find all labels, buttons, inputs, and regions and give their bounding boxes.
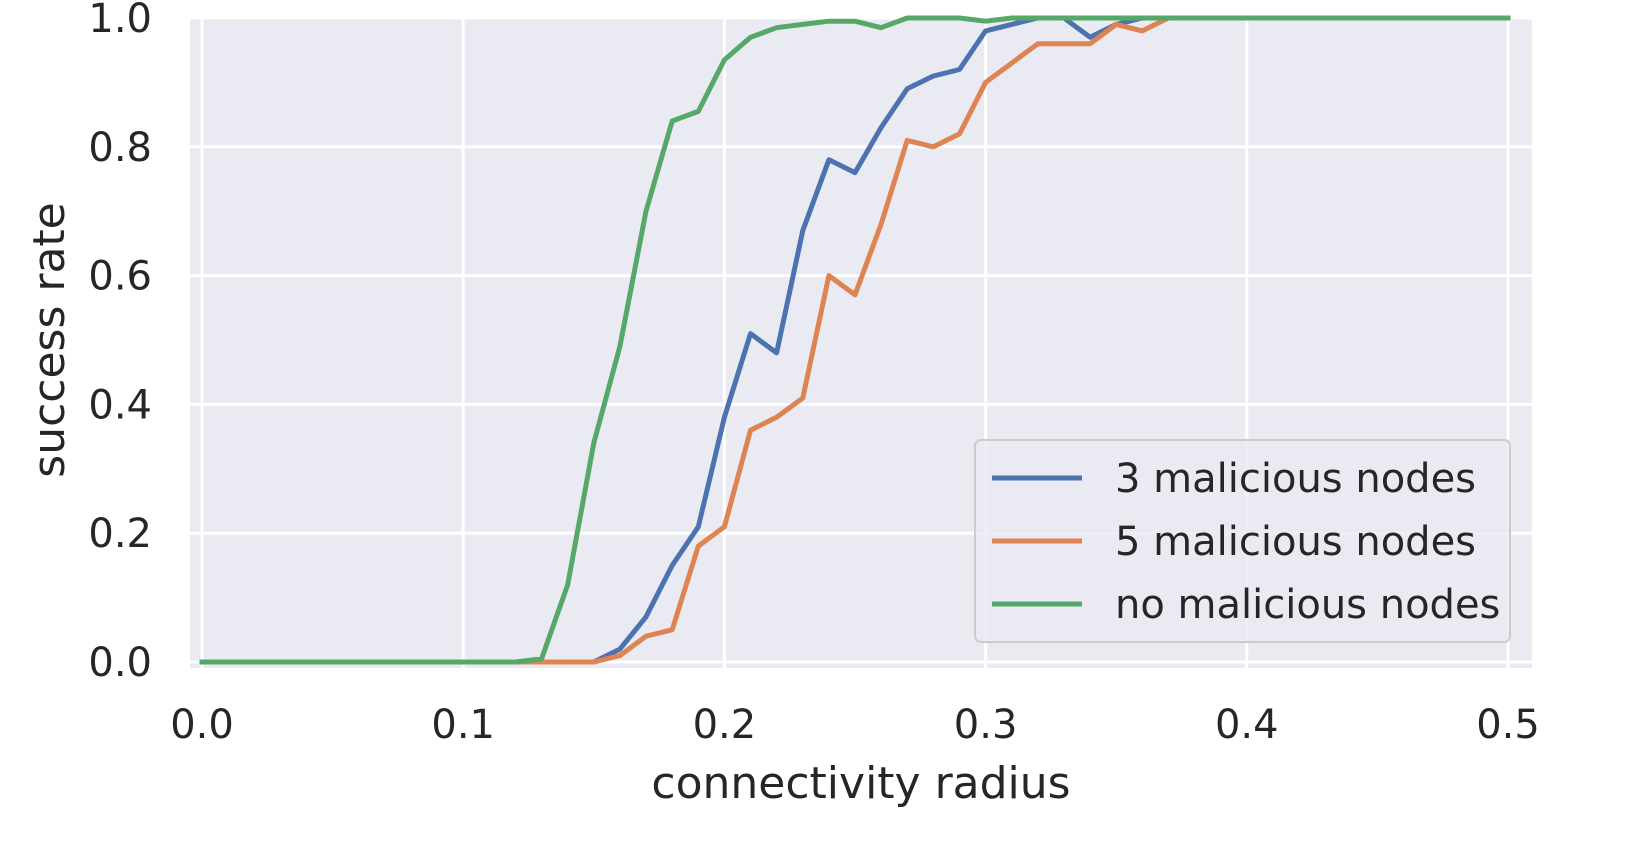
y-axis-ticks: 0.0 0.2 0.4 0.6 0.8 1.0	[88, 0, 152, 686]
legend-box	[974, 439, 1511, 643]
x-tick-label: 0.5	[1476, 702, 1540, 748]
x-axis-ticks: 0.0 0.1 0.2 0.3 0.4 0.5	[170, 702, 1540, 748]
legend-label: 3 malicious nodes	[1115, 456, 1476, 502]
y-axis-label: success rate	[24, 202, 75, 477]
x-axis-label: connectivity radius	[651, 758, 1070, 809]
y-tick-label: 1.0	[88, 0, 152, 42]
x-tick-label: 0.2	[693, 702, 757, 748]
series-line-3	[199, 15, 1511, 665]
x-tick-label: 0.1	[431, 702, 495, 748]
legend: 3 malicious nodes 5 malicious nodes no mal…	[974, 439, 1511, 643]
legend-label: no malicious nodes	[1115, 582, 1500, 628]
y-tick-label: 0.6	[88, 254, 152, 300]
x-tick-label: 0.0	[170, 702, 234, 748]
x-tick-label: 0.4	[1215, 702, 1279, 748]
legend-label: 5 malicious nodes	[1115, 519, 1476, 565]
y-tick-label: 0.2	[88, 511, 152, 557]
x-tick-label: 0.3	[954, 702, 1018, 748]
y-tick-label: 0.8	[88, 125, 152, 171]
y-tick-label: 0.4	[88, 382, 152, 428]
y-tick-label: 0.0	[88, 640, 152, 686]
series-lines	[199, 15, 1511, 665]
